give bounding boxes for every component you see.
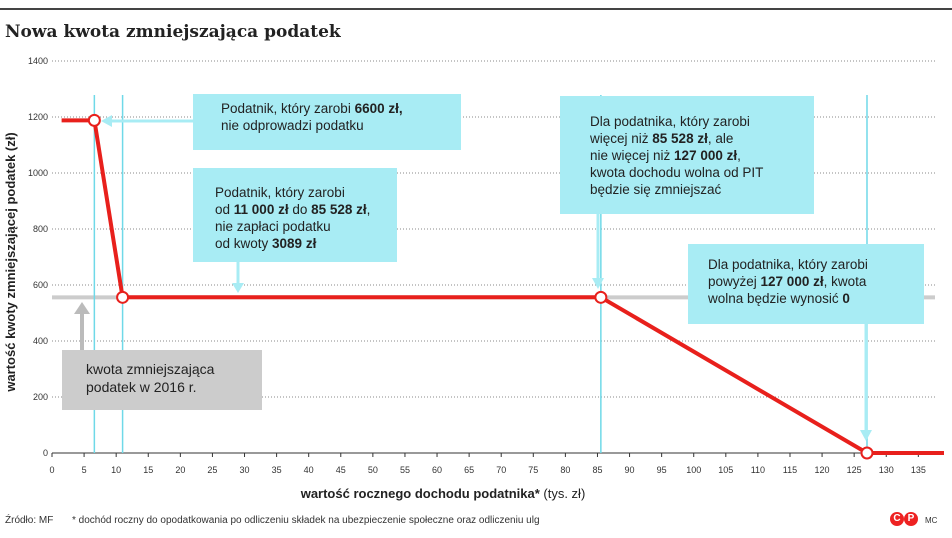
x-tick-label: 135 bbox=[911, 465, 926, 475]
x-tick-label: 110 bbox=[751, 465, 765, 475]
y-tick-label: 400 bbox=[33, 336, 48, 346]
reference-label: kwota zmniejszająca podatek w 2016 r. bbox=[86, 361, 215, 395]
x-tick-label: 60 bbox=[432, 465, 442, 475]
y-tick-label: 0 bbox=[43, 448, 48, 458]
x-tick-label: 65 bbox=[464, 465, 474, 475]
reference-label-box: kwota zmniejszająca podatek w 2016 r. bbox=[62, 350, 262, 410]
y-tick-label: 1200 bbox=[28, 112, 48, 122]
x-tick-label: 125 bbox=[847, 465, 862, 475]
x-tick-label: 55 bbox=[400, 465, 410, 475]
annotation-above-127000: Dla podatnika, który zarobi powyżej 127 0… bbox=[688, 244, 924, 324]
pointer-85528-head bbox=[592, 278, 604, 289]
x-tick-label: 105 bbox=[718, 465, 733, 475]
logo-icon: C bbox=[890, 512, 904, 526]
x-tick-label: 0 bbox=[49, 465, 54, 475]
x-tick-label: 30 bbox=[240, 465, 250, 475]
x-tick-label: 15 bbox=[143, 465, 153, 475]
x-tick-label: 75 bbox=[528, 465, 538, 475]
data-point-marker bbox=[87, 113, 101, 127]
pointer-11000-head bbox=[232, 283, 244, 293]
x-tick-label: 100 bbox=[686, 465, 701, 475]
y-tick-label: 1400 bbox=[28, 56, 48, 66]
x-tick-label: 45 bbox=[336, 465, 346, 475]
annotation-6600: Podatnik, który zarobi 6600 zł, nie odpro… bbox=[193, 94, 461, 150]
pointer-127000-head bbox=[860, 430, 872, 441]
x-tick-label: 10 bbox=[111, 465, 121, 475]
annotation-11000-85528: Podatnik, który zarobi od 11 000 zł do 85… bbox=[193, 168, 397, 262]
x-tick-label: 85 bbox=[592, 465, 602, 475]
pointer-6600-head bbox=[101, 115, 112, 127]
data-point-marker bbox=[860, 446, 874, 460]
x-tick-label: 115 bbox=[783, 465, 797, 475]
reference-arrowhead bbox=[74, 302, 90, 314]
x-tick-label: 5 bbox=[82, 465, 87, 475]
y-tick-label: 1000 bbox=[28, 168, 48, 178]
data-point-marker bbox=[594, 290, 608, 304]
x-tick-label: 25 bbox=[207, 465, 217, 475]
y-axis-label: wartość kwoty zmniejszającej podatek (zł… bbox=[3, 132, 18, 392]
logo-icon-2: P bbox=[904, 512, 918, 526]
x-tick-label: 70 bbox=[496, 465, 506, 475]
data-point-marker bbox=[116, 290, 130, 304]
y-tick-label: 200 bbox=[33, 392, 48, 402]
x-tick-label: 40 bbox=[304, 465, 314, 475]
x-tick-label: 120 bbox=[815, 465, 830, 475]
footer-note: * dochód roczny do opodatkowania po odli… bbox=[72, 515, 540, 526]
x-axis-label: wartość rocznego dochodu podatnika* (tys… bbox=[300, 486, 586, 501]
x-tick-label: 50 bbox=[368, 465, 378, 475]
x-tick-label: 130 bbox=[879, 465, 894, 475]
x-tick-label: 20 bbox=[175, 465, 185, 475]
x-tick-label: 80 bbox=[560, 465, 570, 475]
annotation-85528-127000: Dla podatnika, który zarobi więcej niż 85… bbox=[560, 96, 814, 214]
chart-title: Nowa kwota zmniejszająca podatek bbox=[5, 22, 341, 42]
y-tick-label: 600 bbox=[33, 280, 48, 290]
footer-source: Źródło: MF bbox=[5, 515, 54, 526]
x-tick-label: 90 bbox=[625, 465, 635, 475]
x-tick-label: 35 bbox=[272, 465, 282, 475]
y-tick-label: 800 bbox=[33, 224, 48, 234]
footer-logo-text: MC bbox=[925, 516, 938, 525]
top-rule bbox=[0, 8, 952, 10]
x-tick-label: 95 bbox=[657, 465, 667, 475]
